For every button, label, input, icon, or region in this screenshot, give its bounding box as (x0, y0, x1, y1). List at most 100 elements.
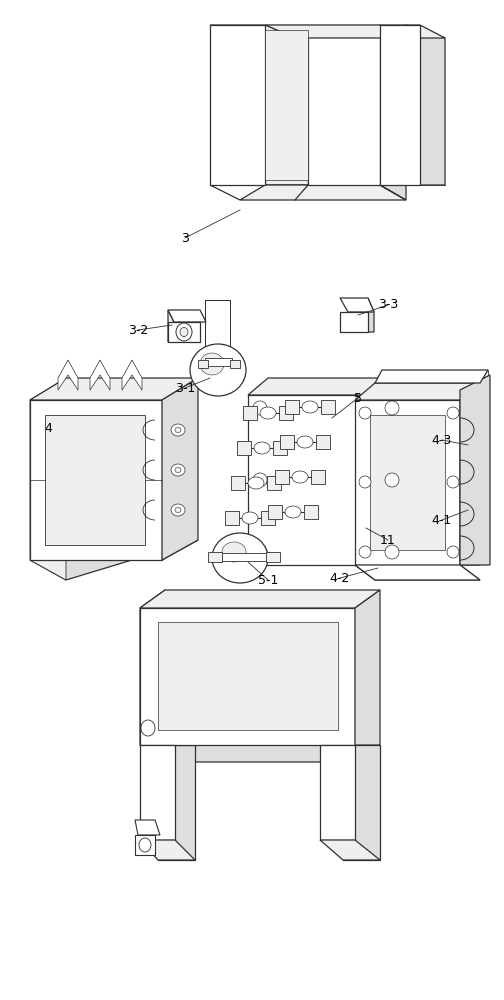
Ellipse shape (175, 468, 181, 473)
Text: 3-2: 3-2 (128, 324, 148, 336)
Polygon shape (320, 840, 380, 860)
Polygon shape (243, 406, 257, 420)
Polygon shape (261, 511, 275, 525)
Ellipse shape (359, 546, 371, 558)
Ellipse shape (139, 838, 151, 852)
Polygon shape (316, 435, 330, 449)
Polygon shape (368, 298, 374, 332)
Ellipse shape (254, 442, 270, 454)
Ellipse shape (285, 506, 301, 518)
Polygon shape (140, 840, 195, 860)
Text: 5-1: 5-1 (258, 574, 278, 586)
Polygon shape (311, 470, 325, 484)
Polygon shape (355, 383, 480, 400)
Ellipse shape (175, 508, 181, 512)
Polygon shape (460, 383, 480, 565)
Polygon shape (320, 745, 355, 840)
Polygon shape (210, 25, 295, 38)
Polygon shape (140, 745, 380, 762)
Polygon shape (355, 565, 480, 580)
Ellipse shape (260, 407, 276, 419)
Polygon shape (265, 25, 308, 185)
Polygon shape (280, 435, 294, 449)
Polygon shape (375, 370, 488, 383)
Polygon shape (265, 30, 308, 180)
Polygon shape (58, 360, 78, 390)
Polygon shape (343, 745, 380, 860)
Polygon shape (158, 622, 338, 730)
Polygon shape (168, 310, 174, 342)
Ellipse shape (171, 424, 185, 436)
Polygon shape (370, 415, 445, 550)
Ellipse shape (141, 720, 155, 736)
Polygon shape (135, 820, 160, 835)
Polygon shape (45, 415, 145, 545)
Polygon shape (265, 25, 406, 38)
Polygon shape (140, 590, 380, 608)
Text: 3-1: 3-1 (175, 381, 195, 394)
Polygon shape (140, 590, 165, 745)
Ellipse shape (447, 476, 459, 488)
Ellipse shape (171, 504, 185, 516)
Polygon shape (460, 375, 490, 565)
Ellipse shape (248, 477, 264, 489)
Ellipse shape (359, 476, 371, 488)
Ellipse shape (175, 428, 181, 432)
Polygon shape (158, 745, 195, 860)
Polygon shape (122, 360, 142, 390)
Polygon shape (285, 400, 299, 414)
Polygon shape (168, 310, 206, 322)
Polygon shape (380, 25, 406, 200)
Polygon shape (220, 553, 268, 561)
Polygon shape (304, 505, 318, 519)
Polygon shape (380, 185, 406, 200)
Polygon shape (90, 360, 110, 390)
Ellipse shape (253, 545, 267, 559)
Ellipse shape (359, 407, 371, 419)
Ellipse shape (200, 353, 224, 375)
Text: 4: 4 (44, 422, 52, 434)
Ellipse shape (302, 401, 318, 413)
Polygon shape (30, 540, 198, 580)
Ellipse shape (385, 545, 399, 559)
Polygon shape (400, 378, 420, 565)
Ellipse shape (242, 512, 258, 524)
Polygon shape (321, 400, 335, 414)
Polygon shape (230, 360, 240, 368)
Polygon shape (279, 406, 293, 420)
Ellipse shape (447, 546, 459, 558)
Text: 3-3: 3-3 (378, 298, 398, 312)
Polygon shape (210, 185, 240, 200)
Polygon shape (340, 298, 374, 312)
Ellipse shape (385, 473, 399, 487)
Polygon shape (231, 476, 245, 490)
Polygon shape (340, 312, 368, 332)
Polygon shape (30, 378, 66, 580)
Polygon shape (162, 378, 198, 560)
Polygon shape (30, 378, 198, 400)
Polygon shape (406, 25, 445, 185)
Polygon shape (248, 378, 420, 395)
Ellipse shape (292, 471, 308, 483)
Ellipse shape (176, 323, 192, 341)
Ellipse shape (180, 328, 188, 336)
Polygon shape (382, 370, 488, 380)
Polygon shape (380, 25, 420, 185)
Ellipse shape (253, 473, 267, 487)
Polygon shape (355, 400, 460, 565)
Text: 4-2: 4-2 (330, 572, 350, 584)
Ellipse shape (222, 542, 246, 562)
Polygon shape (273, 441, 287, 455)
Ellipse shape (385, 401, 399, 415)
Polygon shape (237, 441, 251, 455)
Polygon shape (140, 608, 355, 745)
Polygon shape (355, 590, 380, 745)
Polygon shape (275, 470, 289, 484)
Polygon shape (308, 25, 380, 185)
Polygon shape (268, 505, 282, 519)
Polygon shape (355, 383, 375, 580)
Polygon shape (267, 476, 281, 490)
Polygon shape (198, 360, 208, 368)
Ellipse shape (212, 533, 268, 583)
Ellipse shape (297, 436, 313, 448)
